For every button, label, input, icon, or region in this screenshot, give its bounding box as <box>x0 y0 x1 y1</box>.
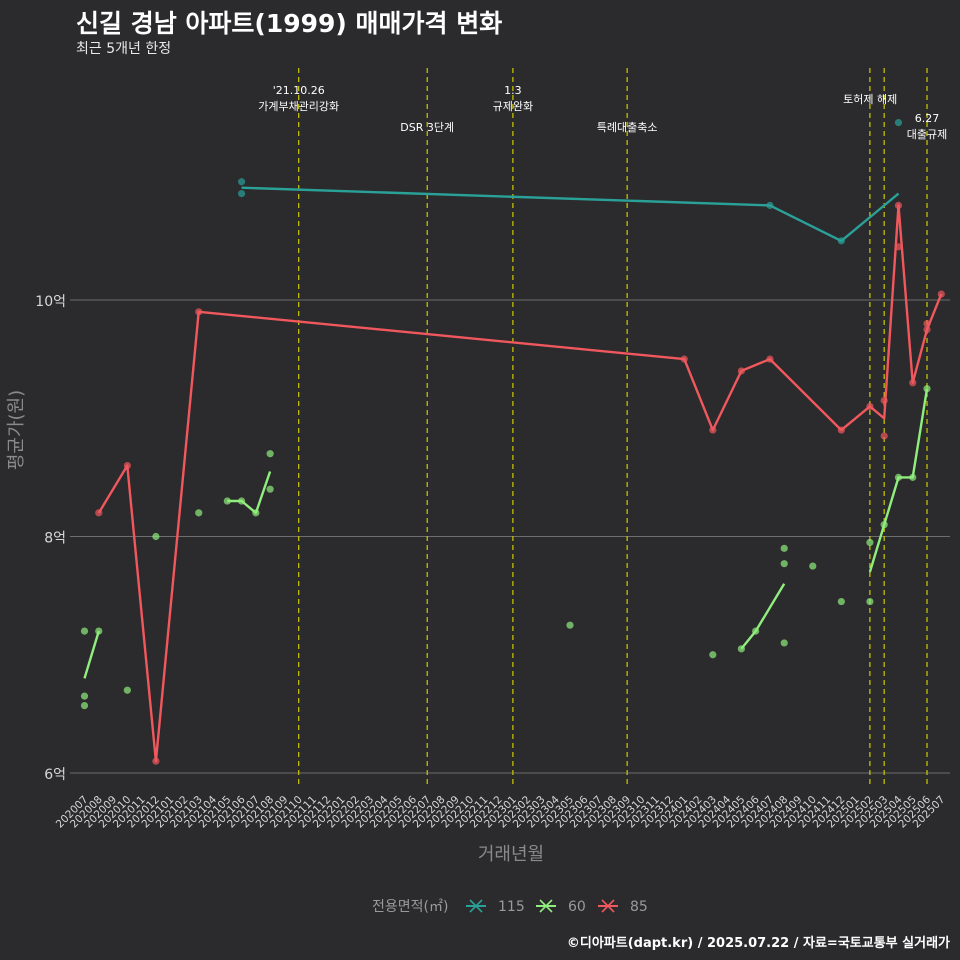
data-point-60 <box>80 701 89 710</box>
data-point-60 <box>923 385 931 393</box>
y-tick-label: 8억 <box>44 531 66 547</box>
x-axis-title: 거래년월 <box>478 844 544 865</box>
data-point-60 <box>894 473 903 481</box>
data-point-85 <box>766 355 774 363</box>
y-tick-label: 10억 <box>35 294 66 310</box>
data-point-60 <box>837 597 845 606</box>
data-point-60 <box>152 532 160 541</box>
data-point-85 <box>937 290 945 298</box>
event-annotation: '21.10.26 <box>273 84 325 97</box>
data-point-60 <box>266 485 274 493</box>
event-annotation: 특례대출축소 <box>597 121 658 134</box>
data-point-85 <box>837 426 845 434</box>
y-tick-label: 6억 <box>44 767 66 783</box>
data-point-60 <box>780 544 788 552</box>
data-point-60 <box>195 509 203 517</box>
event-annotation: 1.3 <box>504 84 522 97</box>
data-point-85 <box>152 757 160 765</box>
legend-label-115: 115 <box>498 899 525 915</box>
y-axis-ticks: 6억 8억 10억 <box>35 294 66 783</box>
data-point-60 <box>780 639 788 647</box>
data-point-85 <box>195 308 203 316</box>
data-point-60 <box>709 651 717 659</box>
series-line-85 <box>97 204 943 763</box>
data-point-60 <box>880 521 888 529</box>
data-point-85 <box>923 320 931 328</box>
data-point-85 <box>894 243 903 251</box>
series-line-60 <box>83 630 100 679</box>
data-point-85 <box>680 355 688 363</box>
series-line-60 <box>227 471 272 515</box>
data-point-85 <box>123 461 131 470</box>
data-point-60 <box>80 627 89 635</box>
data-point-85 <box>709 426 717 434</box>
data-point-60 <box>80 692 89 700</box>
series-85 <box>95 201 945 765</box>
data-point-60 <box>566 621 574 629</box>
data-point-60 <box>866 597 874 606</box>
source-caption: ©디아파트(dapt.kr) / 2025.07.22 / 자료=국토교통부 실… <box>566 936 950 951</box>
data-point-60 <box>123 686 131 694</box>
event-annotation: 가계부채관리강화 <box>258 100 339 113</box>
legend: 전용면적(㎡) 115 60 85 <box>372 899 648 915</box>
legend-key-cross-85 <box>601 899 615 913</box>
chart-title: 신길 경남 아파트(1999) 매매가격 변화 <box>76 9 503 38</box>
data-point-85 <box>880 396 888 405</box>
data-point-115 <box>237 178 246 186</box>
event-annotation: 6.27 <box>915 112 940 125</box>
data-point-60 <box>737 645 745 653</box>
series-60 <box>80 385 931 710</box>
data-point-60 <box>266 450 274 458</box>
data-point-60 <box>809 562 817 570</box>
data-point-115 <box>237 189 246 198</box>
data-point-60 <box>95 627 103 635</box>
data-point-60 <box>252 509 260 517</box>
data-point-115 <box>837 237 845 245</box>
legend-label-85: 85 <box>630 899 648 915</box>
data-point-60 <box>752 627 760 635</box>
event-annotation: 규제완화 <box>493 100 533 113</box>
legend-key-cross-115 <box>469 899 483 913</box>
data-point-60 <box>866 538 874 547</box>
chart-subtitle: 최근 5개년 한정 <box>76 41 172 57</box>
legend-label-60: 60 <box>568 899 586 915</box>
data-point-60 <box>780 560 788 568</box>
x-axis-ticks: 2020072020082020092020102020112020122021… <box>54 793 948 830</box>
series-layer <box>80 119 945 765</box>
data-point-85 <box>909 379 917 387</box>
series-line-60 <box>740 583 786 650</box>
data-point-85 <box>737 367 745 375</box>
data-point-60 <box>909 473 917 481</box>
grid-layer <box>70 299 950 774</box>
legend-items: 115 60 85 <box>466 899 648 915</box>
data-point-85 <box>923 325 931 334</box>
data-point-85 <box>880 432 888 440</box>
event-lines <box>298 68 928 788</box>
data-point-115 <box>894 119 903 127</box>
event-annotation: 토허제 해제 <box>843 92 897 106</box>
data-point-60 <box>223 497 231 505</box>
series-line-115 <box>241 186 900 243</box>
data-point-85 <box>866 402 874 411</box>
y-axis-title: 평균가(원) <box>6 390 27 470</box>
legend-title: 전용면적(㎡) <box>372 899 448 915</box>
data-point-60 <box>237 497 246 505</box>
data-point-85 <box>95 509 103 517</box>
legend-key-cross-60 <box>539 899 553 913</box>
data-point-85 <box>894 201 903 209</box>
series-115 <box>237 119 903 245</box>
event-annotation: 대출규제 <box>907 128 947 141</box>
event-annotation: DSR 3단계 <box>400 121 454 134</box>
data-point-115 <box>766 201 774 209</box>
